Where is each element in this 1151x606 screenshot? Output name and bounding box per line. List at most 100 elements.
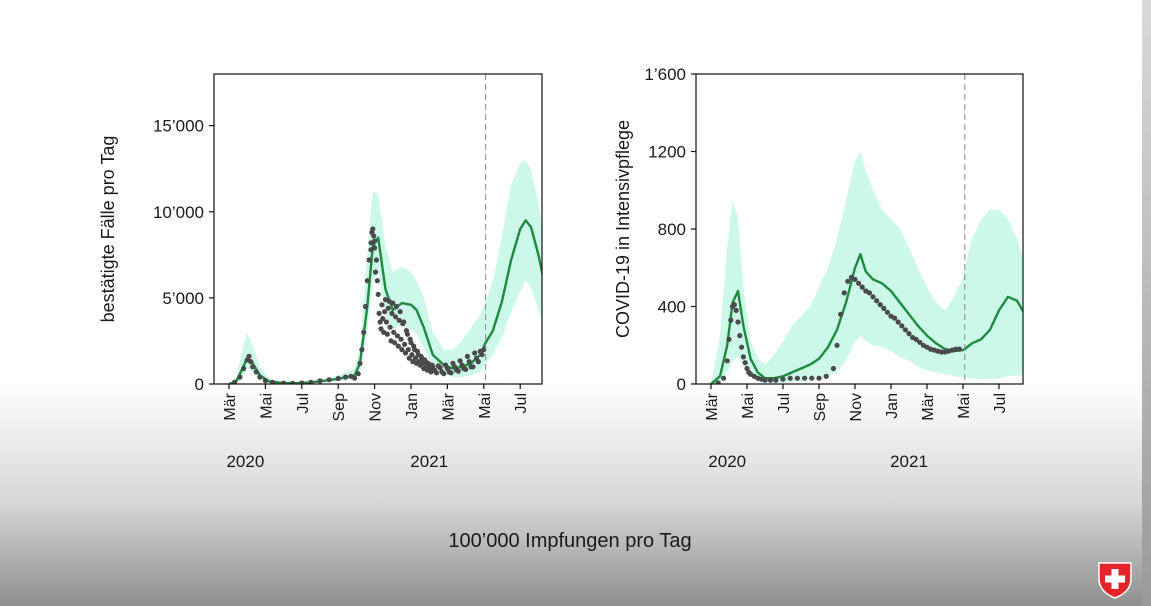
observed-point <box>740 354 747 360</box>
x-tick-label: Jan <box>884 393 901 419</box>
observed-point <box>401 319 407 325</box>
uncertainty-band <box>229 160 542 384</box>
x-tick-label: Jul <box>992 393 1009 413</box>
x-tick-label: Mär <box>920 392 937 420</box>
plot-frame <box>213 73 543 385</box>
observed-point <box>384 331 390 337</box>
plot-area <box>710 151 1023 384</box>
observed-point <box>735 319 741 325</box>
observed-point <box>372 269 379 275</box>
observed-point <box>870 294 876 300</box>
x-tick-label: Mär <box>222 392 239 420</box>
observed-point <box>404 331 410 337</box>
x-tick-label: Mär <box>704 392 721 420</box>
observed-point <box>830 365 837 372</box>
observed-point <box>231 379 238 384</box>
observed-point <box>405 347 411 353</box>
observed-point <box>370 226 376 232</box>
observed-point <box>389 310 395 316</box>
observed-point <box>938 349 945 355</box>
observed-point <box>762 377 768 383</box>
observed-point <box>409 352 415 358</box>
observed-point <box>845 278 851 284</box>
observed-point <box>728 317 734 323</box>
observed-point <box>433 370 440 376</box>
x-tick-label: Jul <box>295 393 312 413</box>
observed-point <box>382 309 388 315</box>
observed-point <box>859 284 865 290</box>
observed-point <box>253 369 259 375</box>
chart-icu-patients: 0 400 800 1200 1’600 Mär Mai Jul Sep Nov Jan Mär Mai… <box>613 65 1024 471</box>
observed-point <box>290 380 296 384</box>
observed-point <box>877 302 883 308</box>
x-tick-label: Sep <box>331 393 348 422</box>
x-tick-label: Mai <box>258 393 275 419</box>
observed-point <box>364 278 370 284</box>
observed-point <box>780 376 786 382</box>
observed-point <box>387 324 393 330</box>
observed-point <box>241 365 247 372</box>
x-tick-label: Jul <box>776 393 793 413</box>
y-tick-label: 400 <box>658 298 686 317</box>
observed-point <box>956 346 963 352</box>
observed-point <box>335 375 341 382</box>
observed-point <box>394 333 400 339</box>
observed-point <box>395 343 401 349</box>
observed-point <box>392 340 398 346</box>
observed-point <box>455 368 461 374</box>
observed-point <box>402 341 408 347</box>
observed-point <box>838 311 844 317</box>
y-tick-label: 800 <box>658 220 686 239</box>
observed-point <box>767 377 774 383</box>
y-tick-label: 0 <box>677 375 686 394</box>
observed-point <box>392 314 399 320</box>
observed-point <box>390 300 396 306</box>
observed-point <box>379 302 385 308</box>
observed-point <box>308 379 314 384</box>
observed-point <box>953 346 959 352</box>
observed-point <box>262 378 268 384</box>
x-tick-label: Nov <box>368 393 385 421</box>
observed-point <box>399 347 405 353</box>
observed-point <box>892 315 898 321</box>
observed-point <box>479 352 485 358</box>
observed-point <box>457 358 463 364</box>
observed-point <box>371 233 377 239</box>
observed-point <box>726 336 732 342</box>
observed-point <box>372 238 378 244</box>
chart-confirmed-cases: 0 5’000 10’000 15’000 Mär Mai Jul Sep Nov Jan Mär M… <box>98 73 543 471</box>
observed-point <box>802 375 808 381</box>
observed-point <box>441 371 447 377</box>
y-tick-label: 5’000 <box>162 289 204 308</box>
observed-point <box>396 317 402 323</box>
observed-point <box>899 323 905 329</box>
observed-point <box>257 374 263 380</box>
observed-point <box>355 371 361 377</box>
observed-point <box>352 375 358 381</box>
observed-point <box>866 290 873 296</box>
observed-point <box>913 336 919 342</box>
model-line <box>710 253 1023 384</box>
observed-point <box>733 307 739 313</box>
observed-point <box>281 380 287 384</box>
observed-point <box>895 319 901 325</box>
observed-point <box>737 333 743 339</box>
x-tick-label: Jul <box>513 393 530 413</box>
observed-point <box>874 298 880 304</box>
observed-point <box>250 364 256 370</box>
uncertainty-band <box>711 151 1023 384</box>
observed-point <box>715 380 721 384</box>
observed-point <box>470 364 476 370</box>
observed-point <box>299 380 305 384</box>
observed-point <box>361 329 367 335</box>
y-tick-label: 10’000 <box>153 203 204 222</box>
y-tick-label: 0 <box>195 375 204 394</box>
observed-point <box>881 305 887 311</box>
x-tick-label: Sep <box>812 393 829 422</box>
observed-point <box>437 365 443 371</box>
x-tick-label: Mai <box>477 393 494 419</box>
observed-point <box>475 359 481 365</box>
observed-point <box>464 353 470 359</box>
observed-point <box>834 342 840 348</box>
observed-point <box>342 374 349 380</box>
